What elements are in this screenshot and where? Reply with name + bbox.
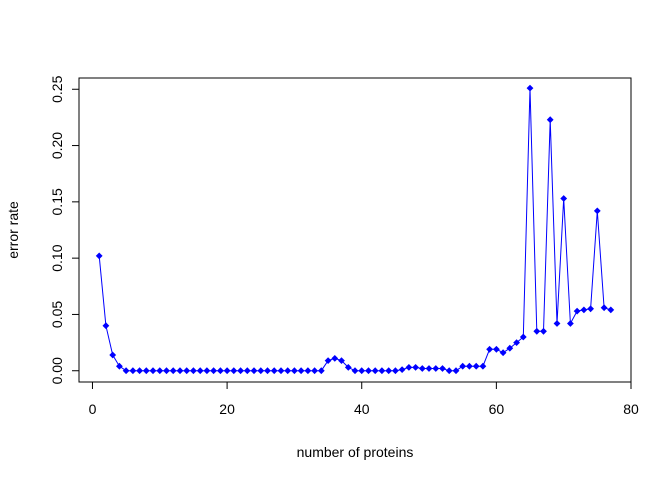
data-point [163, 367, 170, 375]
data-point [607, 306, 615, 314]
data-point [553, 320, 561, 327]
data-point [546, 116, 554, 124]
data-point [432, 365, 440, 372]
plot-frame [78, 77, 632, 383]
data-point [445, 367, 453, 375]
y-axis-label: error rate [5, 201, 21, 259]
series-points [95, 84, 615, 375]
data-point [371, 367, 379, 375]
data-point [324, 357, 332, 364]
data-point [331, 355, 339, 362]
data-point [425, 365, 433, 372]
data-point [317, 367, 325, 375]
data-point [378, 367, 386, 375]
x-axis: 0 20 40 60 80 [89, 381, 639, 417]
data-point [587, 305, 594, 313]
data-point [136, 367, 143, 375]
data-point [223, 367, 231, 375]
data-point [210, 367, 217, 375]
data-point [176, 367, 184, 375]
data-point [230, 367, 238, 375]
data-point [506, 344, 514, 352]
y-axis: 0.00 0.05 0.10 0.15 0.20 0.25 [49, 75, 80, 384]
x-tick-label: 0 [89, 401, 97, 417]
data-point [203, 367, 211, 375]
x-tick-label: 80 [623, 401, 639, 417]
data-point [217, 367, 224, 375]
data-point [580, 306, 588, 314]
data-point [284, 367, 292, 375]
data-point [257, 367, 265, 375]
data-point [526, 84, 534, 92]
data-point [452, 367, 460, 375]
data-point [122, 367, 130, 375]
data-point [95, 252, 103, 260]
data-point [304, 367, 312, 375]
data-point [297, 367, 305, 375]
data-point [540, 327, 547, 335]
data-point [116, 362, 123, 370]
data-point [398, 366, 406, 373]
data-point [519, 333, 527, 341]
data-point [351, 367, 359, 375]
data-point [365, 367, 372, 375]
data-point [129, 367, 137, 375]
data-point [472, 362, 480, 370]
data-point [338, 357, 345, 364]
x-tick-label: 60 [489, 401, 505, 417]
y-tick-label: 0.10 [49, 244, 65, 271]
data-point [573, 307, 581, 315]
data-point [405, 364, 413, 371]
data-point [567, 320, 574, 327]
data-point [243, 367, 251, 375]
data-point [593, 207, 601, 215]
series-line-path [98, 88, 611, 372]
data-point [250, 367, 258, 375]
data-point [439, 365, 446, 372]
data-point [600, 304, 608, 312]
data-point [344, 364, 352, 371]
data-point [533, 327, 541, 335]
data-point [277, 367, 285, 375]
y-tick-label: 0.00 [49, 357, 65, 384]
data-point [358, 367, 366, 375]
data-point [149, 367, 157, 375]
data-point [156, 367, 164, 375]
data-point [270, 367, 278, 375]
data-point [385, 367, 393, 375]
data-point [237, 367, 244, 375]
y-tick-label: 0.25 [49, 75, 65, 102]
data-point [459, 362, 467, 370]
y-tick-label: 0.20 [49, 132, 65, 159]
x-tick-label: 20 [219, 401, 235, 417]
x-tick-label: 40 [354, 401, 370, 417]
data-point [190, 367, 197, 375]
data-point [102, 322, 110, 330]
y-tick-label: 0.15 [49, 188, 65, 215]
data-point [142, 367, 150, 375]
data-point [499, 349, 507, 357]
data-point [392, 367, 399, 375]
data-point [513, 339, 520, 346]
y-tick-label: 0.05 [49, 301, 65, 328]
data-point [466, 362, 473, 370]
data-point [486, 345, 493, 353]
series-line [98, 88, 611, 372]
data-point [560, 195, 568, 202]
data-point [418, 365, 426, 372]
x-axis-label: number of proteins [297, 444, 414, 460]
data-point [493, 345, 500, 353]
data-point [479, 362, 487, 370]
data-point [196, 367, 204, 375]
data-point [311, 367, 318, 375]
data-point [412, 364, 419, 371]
data-point [291, 367, 298, 375]
data-point [183, 367, 191, 375]
data-point [169, 367, 177, 375]
data-point [264, 367, 271, 375]
data-point [109, 351, 117, 359]
